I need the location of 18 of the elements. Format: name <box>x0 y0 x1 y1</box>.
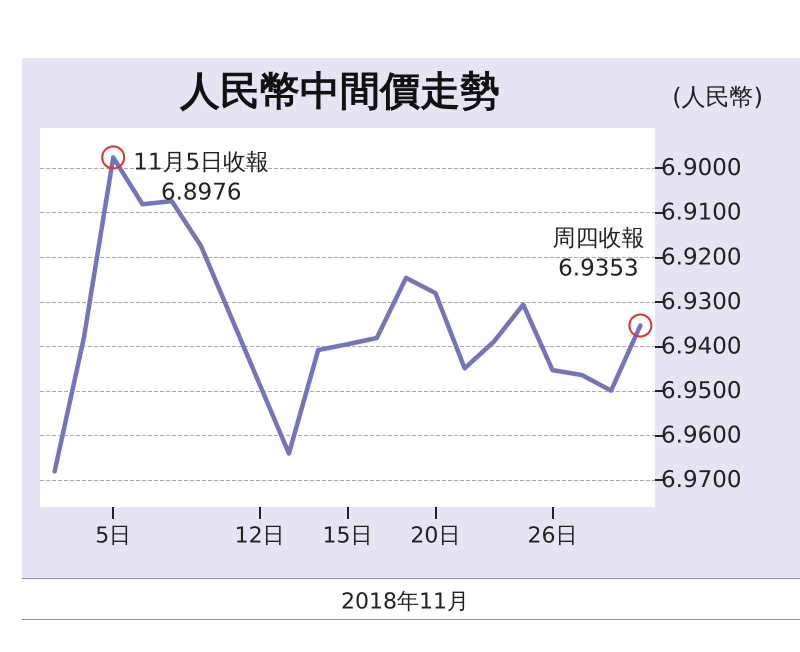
x-axis-title: 2018年11月 <box>341 590 469 614</box>
y-axis-title: (人民幣) <box>672 83 764 111</box>
x-tick-label: 5日 <box>95 524 132 548</box>
annotation: 11月5日收報 6.8976 <box>133 149 270 206</box>
y-tick-label: 6.9000 <box>661 155 742 182</box>
y-tick-label: 6.9300 <box>661 288 742 315</box>
y-tick-label: 6.9700 <box>661 467 742 494</box>
chart-title: 人民幣中間價走勢 <box>179 68 500 114</box>
y-tick-label: 6.9500 <box>661 378 742 404</box>
x-tick-label: 15日 <box>322 524 372 548</box>
y-tick-label: 6.9100 <box>661 200 742 226</box>
y-tick-label: 6.9600 <box>661 422 742 449</box>
x-tick-label: 12日 <box>234 524 285 548</box>
x-tick-label: 26日 <box>528 524 578 548</box>
y-tick-label: 6.9400 <box>661 333 742 360</box>
y-tick-label: 6.9200 <box>661 244 742 270</box>
annotation: 周四收報 6.9353 <box>552 226 644 282</box>
x-tick-label: 20日 <box>410 524 460 548</box>
